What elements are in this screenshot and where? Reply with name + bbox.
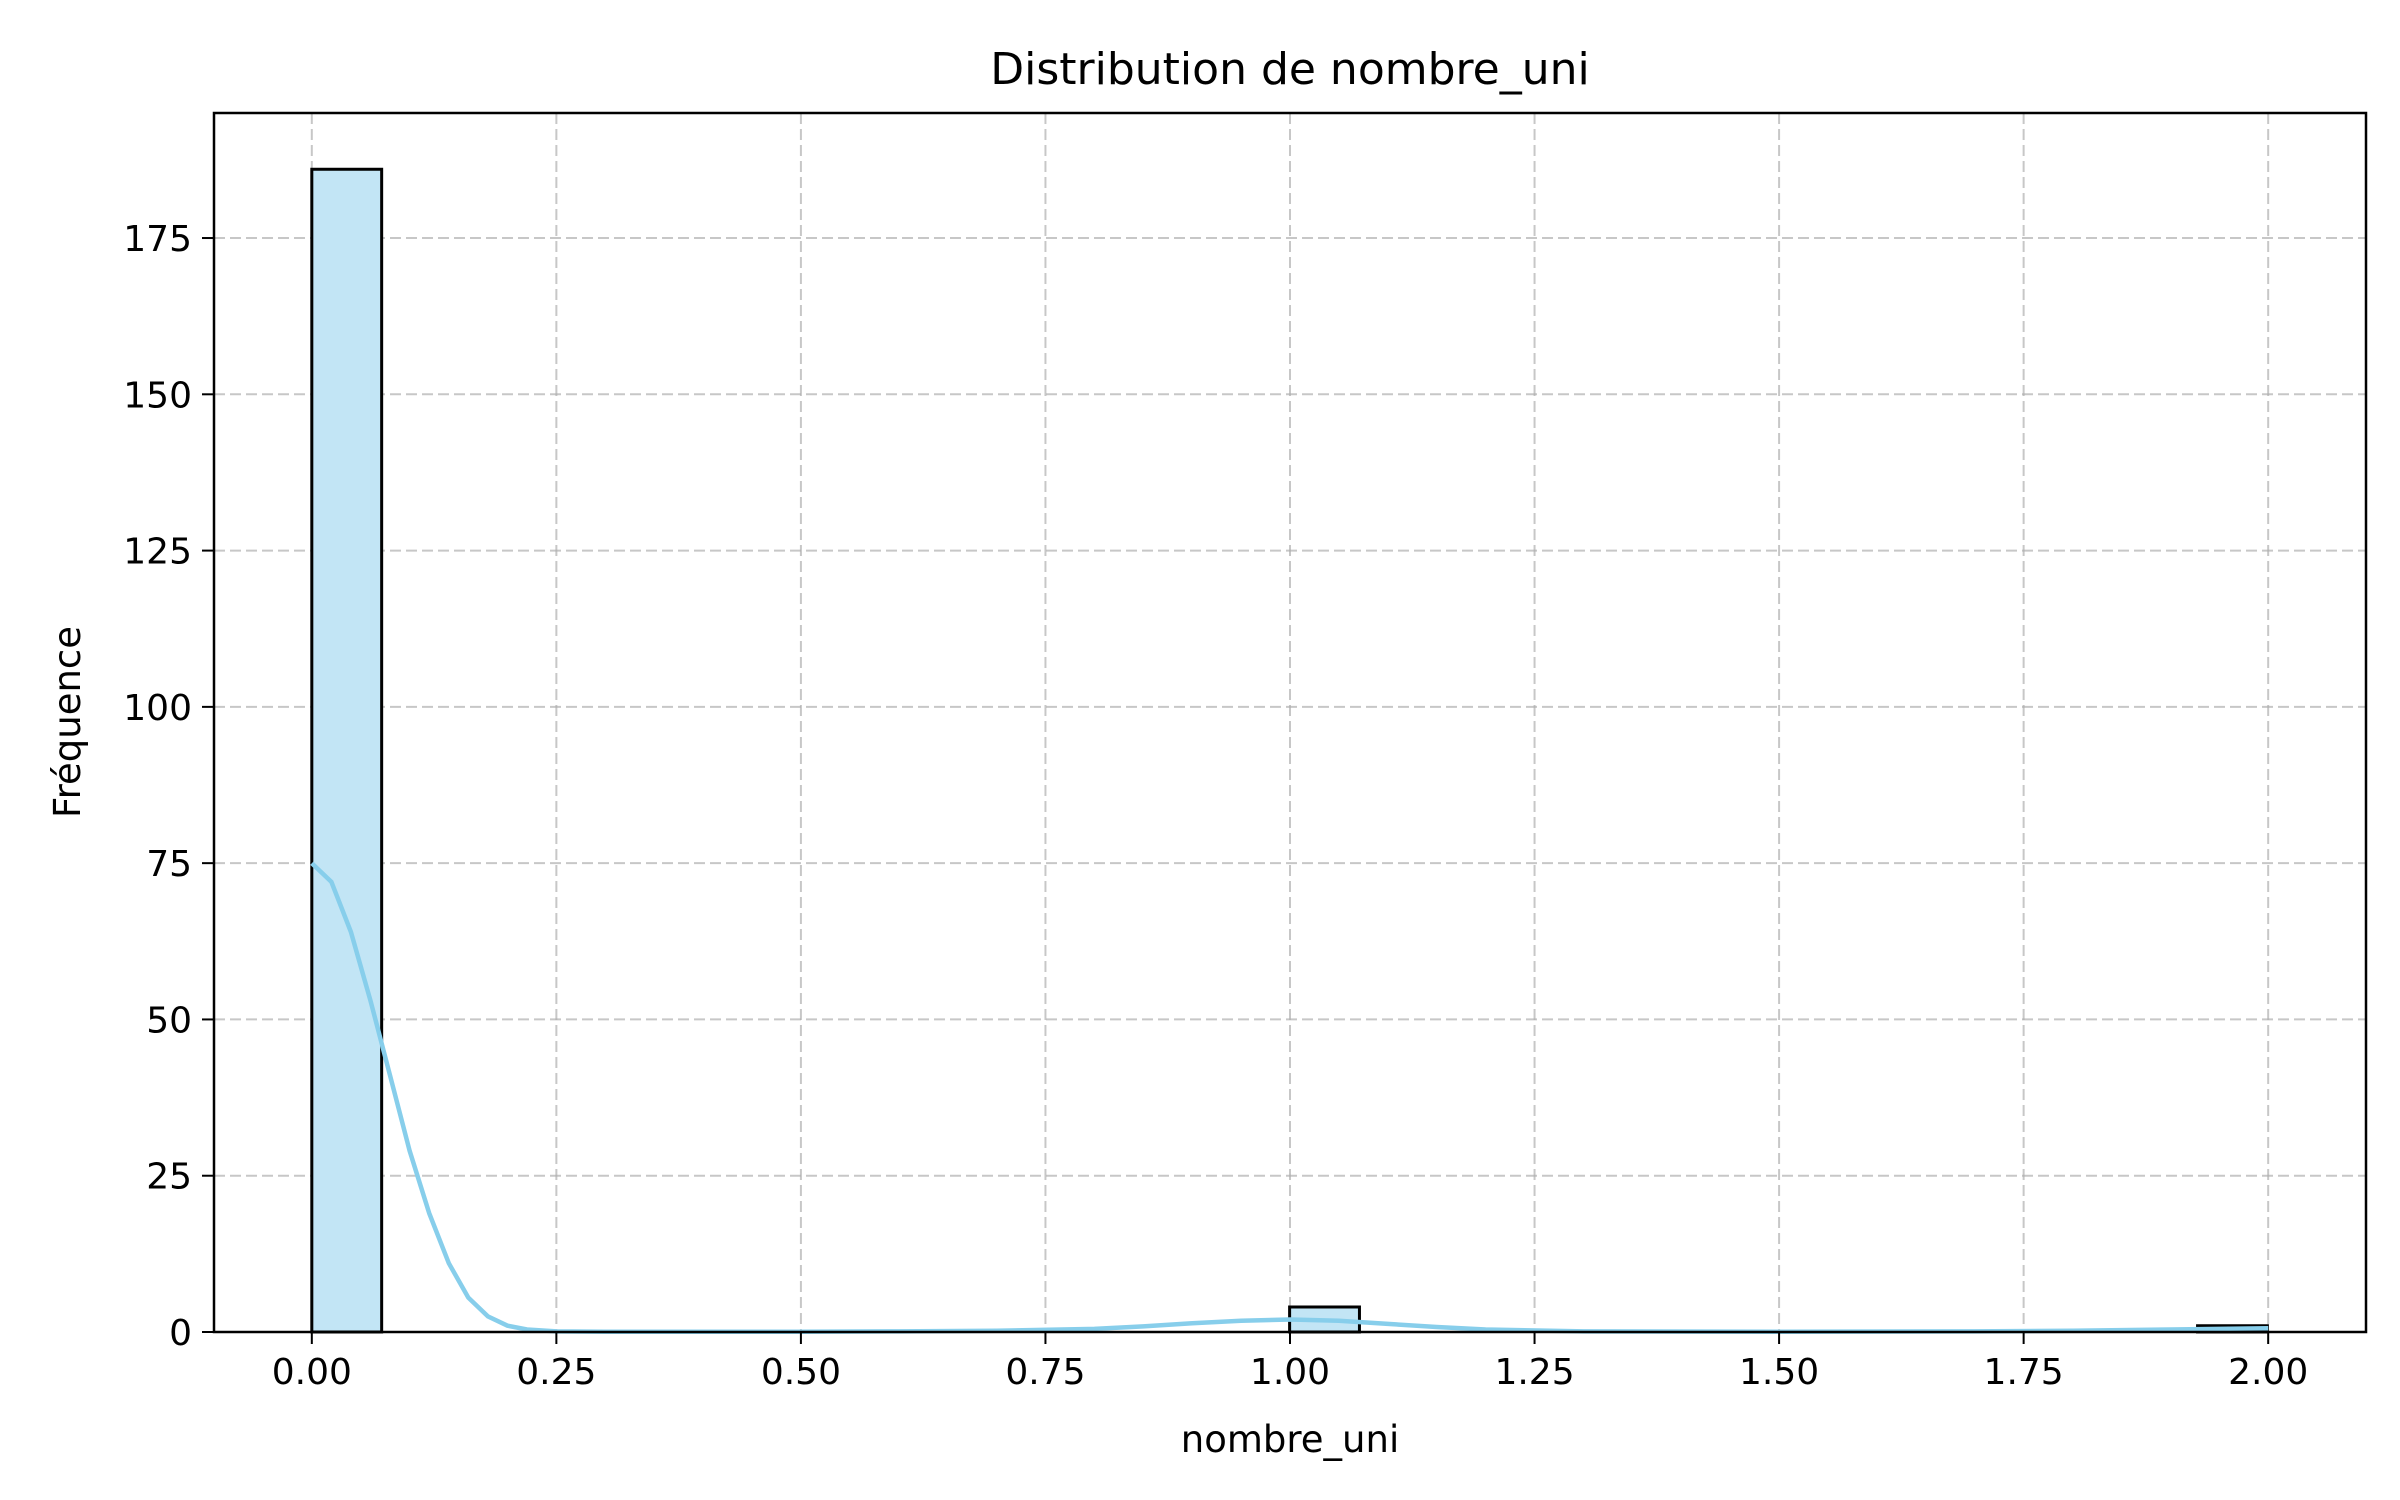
x-tick-label: 2.00 [2228, 1352, 2308, 1393]
y-tick-label: 75 [146, 844, 192, 885]
x-axis-label: nombre_uni [1181, 1418, 1399, 1461]
chart-title: Distribution de nombre_uni [990, 44, 1589, 95]
ticks: 0.00 0.25 0.50 0.75 1.00 1.25 1.50 1.75 2.00 0 25 5… [123, 219, 2308, 1393]
y-tick-label: 25 [146, 1157, 192, 1198]
y-tick-label: 0 [169, 1313, 192, 1354]
x-tick-label: 1.00 [1250, 1352, 1330, 1393]
histogram-bar [310, 167, 384, 1334]
x-tick-label: 0.75 [1005, 1352, 1085, 1393]
y-axis-label: Fréquence [46, 626, 89, 818]
y-tick-label: 150 [123, 375, 192, 416]
x-tick-label: 0.25 [516, 1352, 596, 1393]
y-tick-label: 175 [123, 219, 192, 260]
y-tick-label: 100 [123, 688, 192, 729]
x-tick-label: 1.50 [1739, 1352, 1819, 1393]
y-tick-label: 50 [146, 1000, 192, 1041]
x-tick-label: 0.00 [272, 1352, 352, 1393]
grid [214, 113, 2366, 1333]
x-tick-label: 0.50 [761, 1352, 841, 1393]
x-tick-label: 1.25 [1494, 1352, 1574, 1393]
y-tick-label: 125 [123, 532, 192, 573]
x-tick-label: 1.75 [1984, 1352, 2064, 1393]
